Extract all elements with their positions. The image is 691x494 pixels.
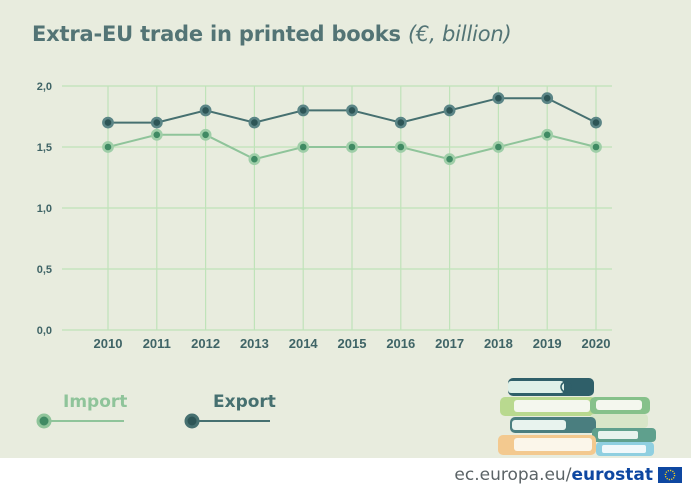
data-point-import [541, 128, 554, 141]
data-point-export [297, 104, 310, 117]
data-point-export [590, 116, 602, 129]
chart-title: Extra-EU trade in printed books (€, bill… [32, 22, 512, 46]
eurostat-footer: ec.europa.eu/eurostat [454, 465, 653, 485]
data-point-export [199, 104, 212, 117]
x-tick-label: 2018 [484, 336, 513, 351]
data-point-import [297, 141, 310, 153]
data-point-export [443, 104, 456, 117]
legend-import-label: Import [63, 392, 128, 412]
y-axis-ticks: 0,0 0,5 1,0 1,5 2,0 [37, 81, 52, 337]
data-point-import [248, 153, 261, 166]
data-point-export [248, 116, 261, 129]
data-point-export [150, 116, 163, 129]
legend-export-label: Export [213, 392, 276, 412]
x-tick-label: 2014 [289, 336, 319, 351]
x-tick-label: 2017 [435, 336, 464, 351]
y-tick-label: 1,5 [37, 142, 52, 154]
chart-title-unit: (€, billion) [407, 22, 512, 46]
legend-export-key [184, 413, 270, 429]
chart-title-text: Extra-EU trade in printed books [32, 22, 401, 46]
data-point-export [102, 116, 114, 129]
data-point-import [150, 128, 163, 141]
y-tick-label: 2,0 [37, 81, 52, 93]
books-illustration [498, 378, 656, 456]
data-point-import [394, 141, 407, 153]
data-point-import [199, 128, 212, 141]
series [102, 92, 602, 166]
footer-domain: ec.europa.eu/ [454, 465, 572, 485]
x-tick-label: 2012 [191, 336, 220, 351]
data-point-export [394, 116, 407, 129]
y-tick-label: 0,5 [37, 264, 52, 276]
data-point-import [492, 141, 505, 153]
data-point-export [492, 92, 505, 105]
x-tick-label: 2013 [240, 336, 269, 351]
y-tick-label: 0,0 [37, 325, 52, 337]
legend-import-key [36, 413, 124, 429]
x-tick-label: 2015 [338, 336, 367, 351]
data-point-export [541, 92, 554, 105]
x-tick-label: 2019 [533, 336, 562, 351]
eu-flag-icon [658, 467, 682, 483]
x-tick-label: 2020 [582, 336, 611, 351]
x-tick-label: 2016 [386, 336, 415, 351]
data-point-import [346, 141, 358, 153]
data-point-import [590, 141, 602, 153]
data-point-export [346, 104, 358, 117]
x-tick-label: 2011 [143, 336, 171, 351]
footer-brand: eurostat [571, 465, 653, 485]
y-tick-label: 1,0 [37, 203, 52, 215]
legend-keys [36, 413, 270, 429]
x-axis-ticks: 2010 2011 2012 2013 2014 2015 2016 2017 2018 2019… [94, 336, 611, 351]
data-point-import [443, 153, 456, 166]
line-chart: 0,0 0,5 1,0 1,5 2,0 2010 2011 2012 2013 2014 2015… [37, 81, 612, 351]
x-tick-label: 2010 [94, 336, 123, 351]
data-point-import [102, 141, 114, 153]
